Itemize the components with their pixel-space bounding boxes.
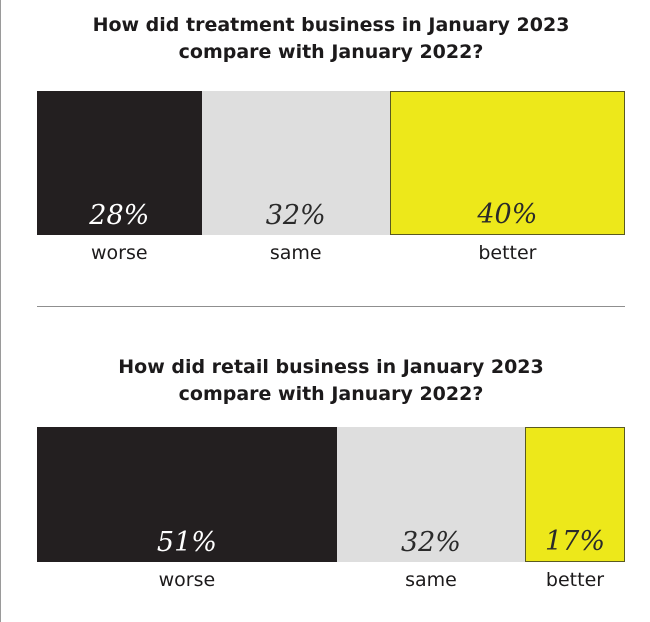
- chart-1-value-label-better: 40%: [477, 199, 538, 230]
- chart-2-value-label-same: 32%: [400, 527, 461, 558]
- chart-1-bar-worse: 28%: [37, 91, 202, 235]
- chart-1-category-same: same: [269, 242, 322, 264]
- chart-1-title-line-2: compare with January 2022?: [178, 41, 484, 63]
- chart-2-title: How did retail business in January 2023 …: [37, 354, 625, 408]
- chart-2-bar-same: 32%: [336, 427, 526, 562]
- chart-2-bar-better: 17%: [525, 427, 625, 562]
- chart-1-value-label-same: 32%: [265, 200, 326, 231]
- chart-2-bar-worse: 51%: [37, 427, 337, 562]
- chart-2-category-better: better: [545, 569, 605, 591]
- chart-2-category-same: same: [405, 569, 457, 591]
- chart-1-title: How did treatment business in January 20…: [37, 12, 625, 66]
- chart-1-bar-better: 40%: [389, 91, 625, 235]
- chart-2-stacked-bar: 51% 32% 17%: [37, 427, 625, 562]
- chart-1-title-line-1: How did treatment business in January 20…: [92, 14, 570, 36]
- chart-1-stacked-bar: 28% 32% 40%: [37, 91, 625, 235]
- chart-1-value-label-worse: 28%: [89, 200, 150, 231]
- chart-1-category-worse: worse: [91, 242, 148, 264]
- chart-2-value-label-worse: 51%: [156, 527, 217, 558]
- chart-2-category-worse: worse: [158, 569, 216, 591]
- chart-1-category-better: better: [478, 242, 537, 264]
- left-border-line: [0, 0, 1, 622]
- chart-2-value-label-better: 17%: [545, 526, 606, 557]
- section-divider: [37, 306, 625, 307]
- chart-1-bar-same: 32%: [201, 91, 390, 235]
- chart-2-title-line-1: How did retail business in January 2023: [118, 356, 544, 378]
- chart-2-title-line-2: compare with January 2022?: [178, 383, 484, 405]
